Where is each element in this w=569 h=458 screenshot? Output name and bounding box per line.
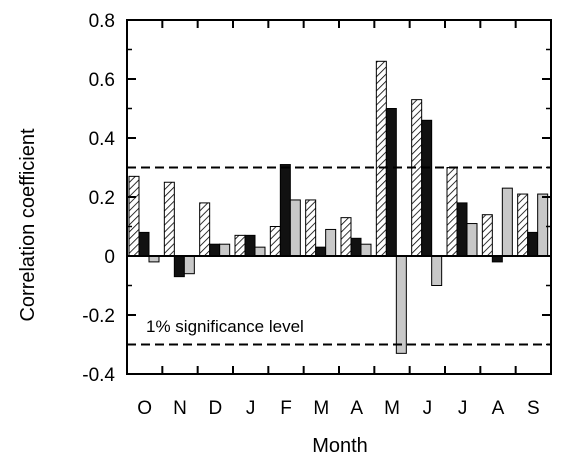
- bar-solid-gray-4: [254, 246, 266, 257]
- bar-solid-black-1: [138, 231, 150, 257]
- bar-solid-gray-8: [395, 255, 407, 354]
- bar-solid-black-5: [279, 164, 291, 257]
- y-tick-label: 0.8: [89, 11, 115, 32]
- x-tick-label: J: [246, 398, 256, 419]
- bar-solid-black-4: [244, 234, 256, 257]
- bar-hatched-9: [411, 99, 423, 257]
- bar-solid-black-7: [350, 237, 362, 257]
- x-tick-label: M: [313, 398, 329, 419]
- bar-hatched-7: [340, 217, 352, 257]
- x-tick-label: O: [137, 398, 152, 419]
- bar-hatched-10: [446, 167, 458, 257]
- bar-solid-gray-9: [431, 255, 443, 286]
- x-tick-label: S: [527, 398, 540, 419]
- bar-solid-black-10: [456, 202, 468, 257]
- y-axis-title: Correlation coefficient: [17, 128, 39, 322]
- bar-solid-black-6: [315, 246, 327, 257]
- bar-solid-gray-2: [183, 255, 195, 275]
- bar-hatched-8: [375, 60, 387, 257]
- bars-group: [128, 60, 549, 354]
- y-tick-label: -0.2: [82, 306, 115, 327]
- bar-solid-black-8: [385, 108, 397, 257]
- bar-solid-gray-3: [219, 243, 231, 257]
- x-tick-label: A: [350, 398, 363, 419]
- x-tick-label: A: [492, 398, 505, 419]
- x-tick-label: J: [423, 398, 433, 419]
- y-tick-label: 0.6: [89, 70, 115, 91]
- bar-solid-gray-6: [325, 228, 337, 257]
- bar-hatched-12: [517, 193, 529, 257]
- x-tick-label: M: [384, 398, 400, 419]
- bar-hatched-5: [269, 226, 281, 257]
- bar-hatched-1: [128, 175, 140, 257]
- labels-group: Month Correlation coefficient 1% signifi…: [17, 128, 368, 457]
- bar-solid-gray-5: [289, 199, 301, 257]
- bar-hatched-3: [199, 202, 211, 257]
- y-tick-label: 0.4: [89, 129, 116, 150]
- x-tick-label: F: [280, 398, 292, 419]
- bar-hatched-6: [305, 199, 317, 257]
- bar-solid-gray-12: [537, 193, 549, 257]
- x-tick-label: N: [173, 398, 187, 419]
- x-axis-title: Month: [312, 435, 368, 457]
- bar-solid-gray-7: [360, 243, 372, 257]
- y-tick-label: -0.4: [82, 365, 115, 386]
- x-tick-label: J: [458, 398, 468, 419]
- bar-solid-black-2: [173, 255, 185, 278]
- bar-hatched-4: [234, 234, 246, 257]
- axes-group: -0.4-0.200.20.40.60.8O N D J F M A M J J A S: [82, 11, 552, 419]
- x-tick-label: D: [208, 398, 222, 419]
- bar-solid-black-3: [209, 243, 221, 257]
- bar-solid-black-9: [421, 119, 433, 257]
- reference-lines: [127, 166, 551, 346]
- bar-hatched-2: [163, 181, 175, 257]
- bar-solid-gray-11: [501, 187, 513, 257]
- bar-solid-gray-10: [466, 223, 478, 257]
- bar-solid-black-12: [527, 231, 539, 257]
- significance-annotation: 1% significance level: [146, 317, 304, 336]
- y-tick-label: 0: [104, 247, 115, 268]
- y-tick-label: 0.2: [89, 188, 115, 209]
- bar-hatched-11: [481, 214, 493, 257]
